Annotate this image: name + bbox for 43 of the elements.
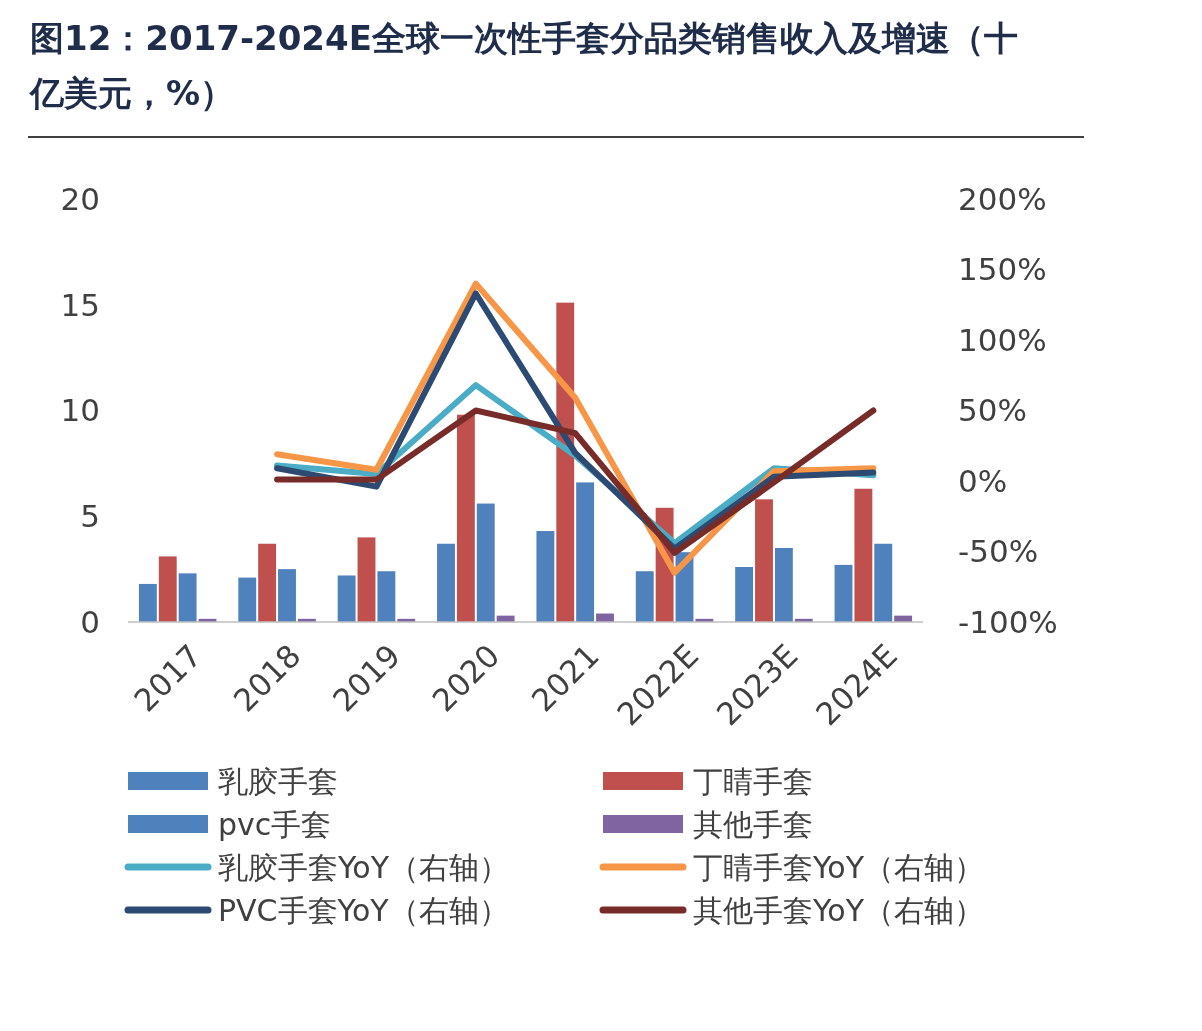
bar xyxy=(238,577,257,622)
bar xyxy=(556,302,575,622)
legend-label: 其他手套 xyxy=(693,806,813,842)
bar xyxy=(357,537,376,622)
bar xyxy=(278,569,296,622)
legend-label: 丁睛手套YoY（右轴） xyxy=(693,849,985,885)
legend-label: 丁睛手套 xyxy=(693,763,813,799)
bar xyxy=(854,488,873,622)
bar xyxy=(874,543,893,622)
y-tick-label: 15 xyxy=(60,286,100,323)
y2-tick-label: 200% xyxy=(958,180,1047,217)
legend-label: 乳胶手套YoY（右轴） xyxy=(218,849,510,885)
y2-tick-label: 50% xyxy=(958,392,1027,429)
bar xyxy=(774,547,793,622)
y2-tick-label: 0% xyxy=(958,462,1008,499)
bar xyxy=(635,571,654,622)
legend-label: PVC手套YoY（右轴） xyxy=(218,892,509,928)
bar xyxy=(377,571,396,622)
y-tick-label: 10 xyxy=(60,392,100,429)
chart-title: 图12：2017-2024E全球一次性手套分品类销售收入及增速（十亿美元，%） xyxy=(28,18,1018,113)
bar xyxy=(178,573,197,622)
legend-label: 乳胶手套 xyxy=(218,763,338,799)
bar xyxy=(456,414,475,622)
y-tick-label: 5 xyxy=(80,498,100,535)
y-tick-label: 20 xyxy=(60,180,100,217)
y2-tick-label: 100% xyxy=(958,321,1047,358)
legend-label: 其他手套YoY（右轴） xyxy=(693,892,985,928)
bar xyxy=(258,543,277,622)
bar xyxy=(576,482,595,622)
bar xyxy=(536,531,555,622)
bar xyxy=(138,583,157,622)
y2-tick-label: 150% xyxy=(958,251,1047,288)
bar xyxy=(158,556,177,622)
y-tick-label: 0 xyxy=(80,603,100,640)
bar xyxy=(834,564,853,622)
bar xyxy=(337,575,356,622)
bar xyxy=(735,567,754,622)
legend-label: pvc手套 xyxy=(218,806,332,842)
bar xyxy=(755,499,773,622)
bar xyxy=(476,503,495,622)
bar xyxy=(437,543,455,622)
y2-tick-label: -50% xyxy=(958,533,1039,570)
y2-tick-label: -100% xyxy=(958,603,1058,640)
